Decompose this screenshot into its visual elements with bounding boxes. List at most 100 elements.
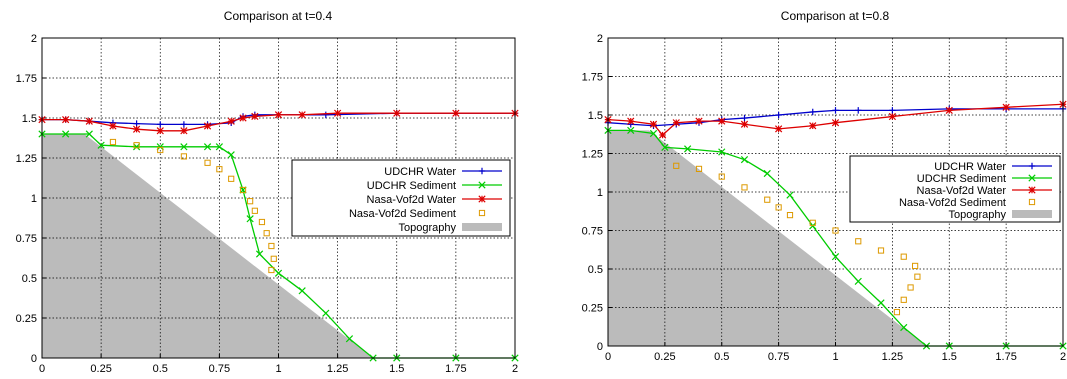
legend-marker <box>478 209 486 217</box>
series-nasa-vof2d-sediment <box>109 138 277 274</box>
data-point <box>180 121 188 128</box>
x-tick-label: 0.75 <box>209 363 230 375</box>
data-point <box>157 121 164 128</box>
y-tick-label: 1 <box>597 187 603 199</box>
legend-label: Nasa-Vof2d Water <box>367 194 457 206</box>
data-point <box>914 273 921 280</box>
data-point <box>345 335 354 343</box>
data-point <box>649 120 658 128</box>
legend-marker <box>1028 186 1036 194</box>
data-point <box>85 117 93 125</box>
data-point <box>661 143 669 151</box>
x-tick-label: 0.25 <box>90 363 111 375</box>
data-point <box>180 153 188 160</box>
x-tick-label: 0 <box>605 351 611 363</box>
data-point <box>228 175 235 182</box>
y-tick-label: 1 <box>31 193 37 205</box>
chart-panel-2: Comparison at t=0.8 0 0.25 0.5 0.75 1 1.25 1.5 1… <box>582 9 1067 363</box>
data-point <box>132 125 141 133</box>
data-point <box>452 109 460 117</box>
chart-title: Comparison at t=0.4 <box>224 9 333 23</box>
legend-label: UDCHR Sediment <box>367 180 456 192</box>
series-udchr-sediment <box>38 130 519 362</box>
data-point <box>85 130 93 138</box>
y-tick-label: 1.25 <box>582 149 603 161</box>
data-point <box>718 148 726 156</box>
data-point <box>156 127 164 135</box>
data-point <box>786 212 794 219</box>
data-point <box>740 120 749 128</box>
y-tick-label: 0.5 <box>22 273 37 285</box>
y-tick-label: 1.5 <box>22 113 37 125</box>
data-point <box>227 151 235 159</box>
legend-label: UDCHR Sediment <box>917 173 1006 185</box>
data-point <box>907 284 914 291</box>
x-tick-label: 1.75 <box>445 363 466 375</box>
data-point <box>900 296 907 303</box>
y-tick-label: 1.25 <box>16 153 37 165</box>
data-point <box>62 115 70 124</box>
data-point <box>809 122 817 130</box>
data-point <box>855 238 862 245</box>
data-point <box>227 117 235 125</box>
data-point <box>945 106 953 115</box>
data-point <box>1002 103 1010 111</box>
data-point <box>298 287 306 295</box>
legend-marker <box>478 167 486 175</box>
legend-label: UDCHR Water <box>934 161 1006 173</box>
y-tick-label: 0 <box>597 341 603 353</box>
y-tick-label: 0.5 <box>588 264 603 276</box>
x-tick-label: 2 <box>1060 351 1066 363</box>
legend-marker <box>478 195 486 203</box>
y-tick-label: 0 <box>31 353 37 365</box>
data-point <box>216 166 223 173</box>
data-point <box>658 131 667 139</box>
data-point <box>247 198 254 205</box>
data-point <box>263 230 270 237</box>
data-point <box>274 111 283 119</box>
data-point <box>180 143 188 151</box>
data-point <box>270 255 277 262</box>
data-point <box>763 169 771 178</box>
data-point <box>877 299 885 307</box>
data-point <box>855 107 862 114</box>
chart-title: Comparison at t=0.8 <box>781 9 890 23</box>
data-point <box>912 262 919 270</box>
data-point <box>775 111 782 119</box>
y-tick-label: 0.25 <box>16 313 37 325</box>
data-point <box>775 204 782 211</box>
data-point <box>251 112 259 121</box>
data-point <box>239 186 247 194</box>
data-point <box>97 141 105 149</box>
plot-frame <box>607 37 1064 347</box>
data-point <box>204 159 211 166</box>
data-point <box>877 247 885 254</box>
data-point <box>900 253 907 260</box>
data-point <box>740 156 749 164</box>
data-point <box>334 109 342 117</box>
x-tick-label: 2 <box>512 363 518 375</box>
legend-label: Nasa-Vof2d Sediment <box>899 197 1006 209</box>
data-point <box>239 114 247 122</box>
data-point <box>695 117 703 125</box>
data-point <box>203 143 212 151</box>
x-tick-label: 1 <box>275 363 281 375</box>
data-point <box>775 125 783 133</box>
data-point <box>809 219 816 226</box>
y-tick-label: 1.75 <box>582 72 603 84</box>
data-point <box>133 120 140 127</box>
legend-label: Nasa-Vof2d Sediment <box>349 208 456 220</box>
data-point <box>832 107 839 114</box>
y-tick-label: 0.25 <box>582 303 603 315</box>
x-tick-label: 1.75 <box>995 351 1016 363</box>
data-point <box>322 111 329 118</box>
y-tick-label: 1.75 <box>16 73 37 85</box>
y-tick-label: 2 <box>597 33 603 45</box>
data-point <box>180 127 188 135</box>
y-tick-label: 0.75 <box>16 233 37 245</box>
series-nasa-vof2d-sediment <box>673 162 921 316</box>
data-point <box>157 146 164 154</box>
data-point <box>298 111 306 119</box>
